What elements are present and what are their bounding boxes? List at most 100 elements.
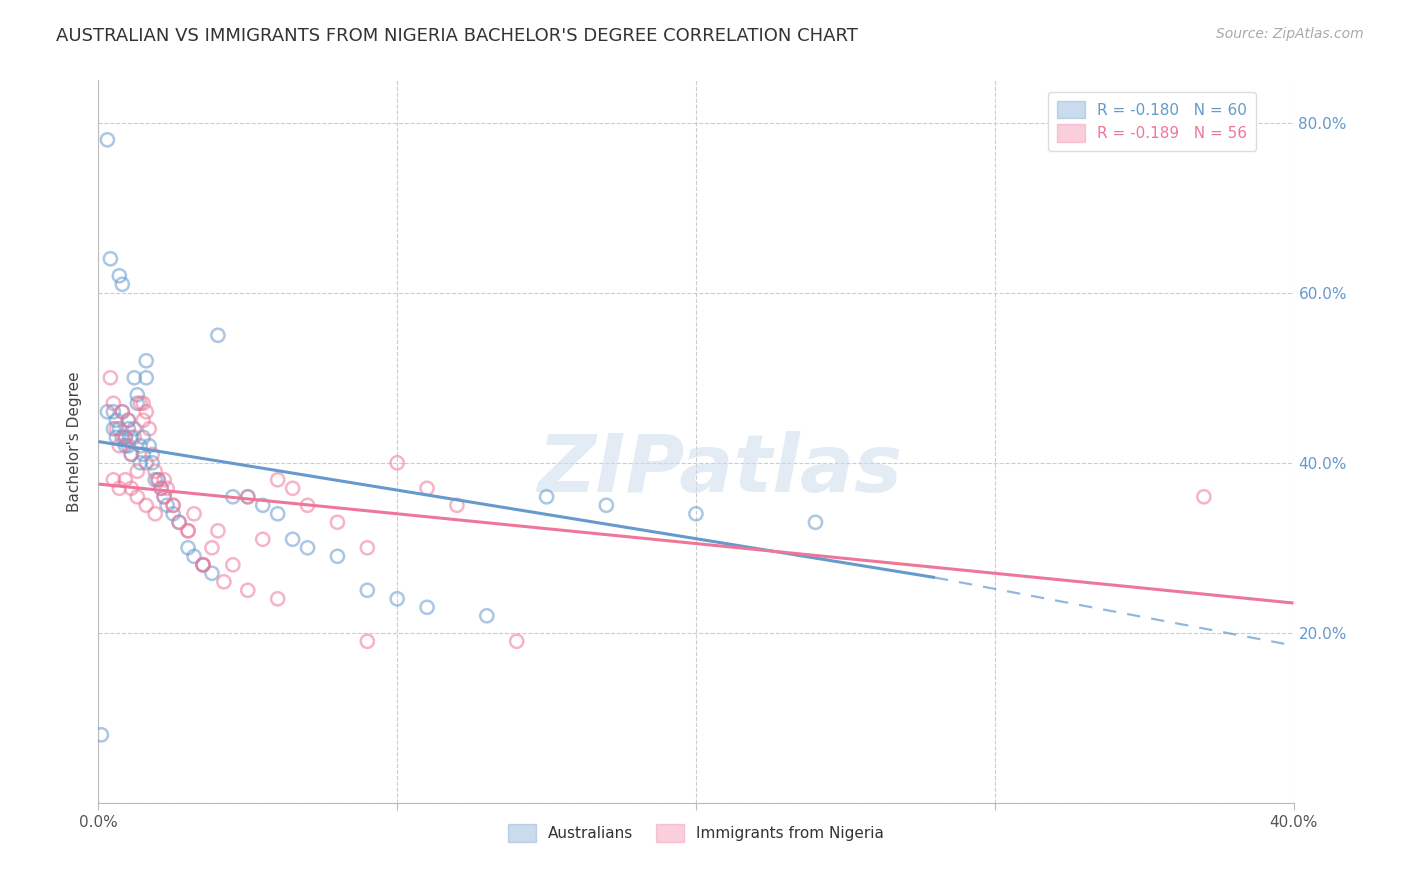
Point — [135, 371, 157, 385]
Point — [98, 252, 122, 266]
Point — [143, 464, 166, 478]
Point — [804, 516, 827, 530]
Point — [267, 473, 290, 487]
Point — [120, 430, 142, 444]
Point — [141, 456, 163, 470]
Point — [138, 439, 160, 453]
Point — [475, 608, 498, 623]
Point — [117, 422, 139, 436]
Point — [385, 591, 409, 606]
Point — [148, 473, 170, 487]
Point — [138, 422, 160, 436]
Text: Source: ZipAtlas.com: Source: ZipAtlas.com — [1216, 27, 1364, 41]
Point — [222, 558, 245, 572]
Point — [153, 490, 176, 504]
Point — [135, 498, 157, 512]
Point — [236, 583, 259, 598]
Point — [150, 481, 173, 495]
Point — [108, 422, 131, 436]
Point — [127, 490, 149, 504]
Point — [105, 430, 128, 444]
Point — [103, 422, 125, 436]
Point — [103, 405, 125, 419]
Point — [177, 524, 200, 538]
Point — [297, 498, 319, 512]
Point — [129, 456, 152, 470]
Point — [105, 422, 128, 436]
Point — [252, 498, 274, 512]
Point — [416, 481, 439, 495]
Point — [267, 507, 290, 521]
Point — [356, 583, 378, 598]
Legend: Australians, Immigrants from Nigeria: Australians, Immigrants from Nigeria — [501, 816, 891, 849]
Point — [191, 558, 214, 572]
Point — [120, 447, 142, 461]
Point — [167, 516, 190, 530]
Point — [96, 405, 118, 419]
Point — [132, 430, 155, 444]
Point — [212, 574, 235, 589]
Point — [162, 507, 184, 521]
Point — [236, 490, 259, 504]
Point — [120, 447, 142, 461]
Point — [153, 473, 176, 487]
Point — [207, 524, 229, 538]
Point — [156, 481, 179, 495]
Point — [90, 728, 112, 742]
Point — [167, 516, 190, 530]
Point — [281, 481, 304, 495]
Point — [108, 439, 131, 453]
Point — [536, 490, 558, 504]
Point — [117, 413, 139, 427]
Point — [156, 498, 179, 512]
Point — [177, 524, 200, 538]
Point — [127, 464, 149, 478]
Point — [236, 490, 259, 504]
Point — [129, 439, 152, 453]
Point — [506, 634, 529, 648]
Point — [108, 268, 131, 283]
Point — [207, 328, 229, 343]
Point — [326, 516, 349, 530]
Point — [153, 490, 176, 504]
Point — [201, 566, 224, 581]
Point — [201, 541, 224, 555]
Point — [191, 558, 214, 572]
Point — [111, 405, 134, 419]
Point — [124, 430, 146, 444]
Point — [183, 507, 205, 521]
Point — [183, 549, 205, 564]
Point — [117, 439, 139, 453]
Point — [124, 422, 146, 436]
Point — [114, 430, 136, 444]
Point — [132, 447, 155, 461]
Point — [111, 277, 134, 292]
Y-axis label: Bachelor's Degree: Bachelor's Degree — [67, 371, 83, 512]
Point — [127, 396, 149, 410]
Point — [135, 456, 157, 470]
Point — [177, 541, 200, 555]
Point — [143, 473, 166, 487]
Point — [103, 396, 125, 410]
Point — [385, 456, 409, 470]
Point — [124, 371, 146, 385]
Point — [356, 541, 378, 555]
Point — [595, 498, 617, 512]
Point — [105, 413, 128, 427]
Point — [135, 405, 157, 419]
Point — [191, 558, 214, 572]
Point — [222, 490, 245, 504]
Point — [326, 549, 349, 564]
Point — [117, 413, 139, 427]
Point — [111, 430, 134, 444]
Point — [103, 473, 125, 487]
Point — [162, 498, 184, 512]
Point — [162, 498, 184, 512]
Point — [1192, 490, 1215, 504]
Point — [108, 481, 131, 495]
Point — [98, 371, 122, 385]
Point — [135, 353, 157, 368]
Point — [446, 498, 468, 512]
Point — [281, 533, 304, 547]
Point — [297, 541, 319, 555]
